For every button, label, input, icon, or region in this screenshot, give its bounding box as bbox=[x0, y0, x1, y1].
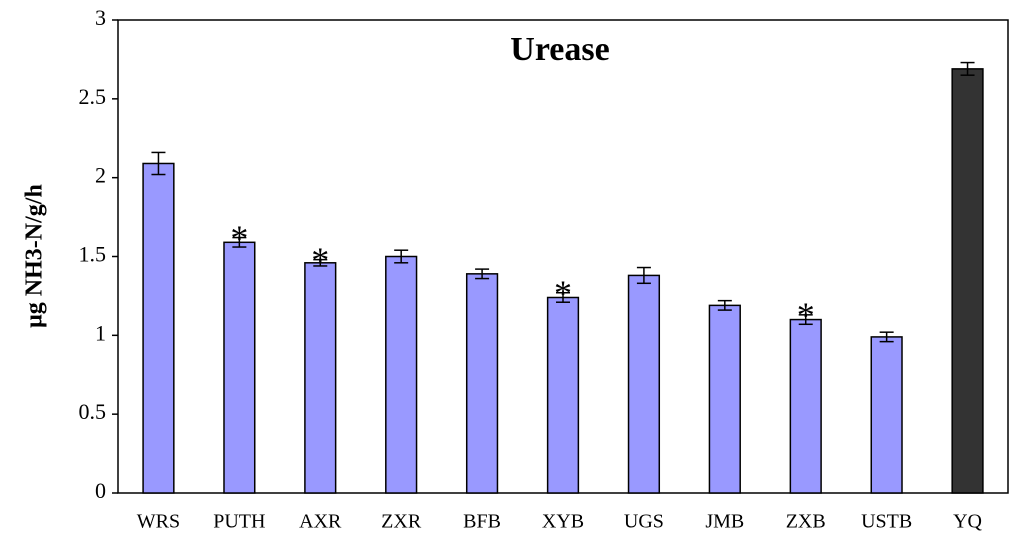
x-tick-label: JMB bbox=[705, 511, 744, 533]
x-tick-label: BFB bbox=[463, 511, 501, 533]
chart-title: Urease bbox=[510, 31, 609, 68]
x-tick-label: WRS bbox=[137, 511, 180, 533]
y-axis-label: μg NH3-N/g/h bbox=[22, 184, 48, 328]
bar bbox=[142, 162, 175, 494]
y-tick-label: 1 bbox=[95, 320, 106, 345]
x-tick-label: YQ bbox=[953, 511, 982, 533]
x-tick-label: ZXR bbox=[381, 511, 422, 533]
bar bbox=[546, 296, 580, 494]
x-tick-label: ZXB bbox=[786, 511, 826, 533]
y-tick-label: 1.5 bbox=[79, 242, 107, 267]
significance-mark: * bbox=[797, 295, 815, 335]
y-tick-label: 3 bbox=[95, 5, 106, 30]
bar bbox=[951, 68, 984, 494]
y-tick-label: 2.5 bbox=[79, 84, 107, 109]
x-tick-label: XYB bbox=[542, 511, 584, 533]
bar bbox=[465, 273, 499, 494]
bar bbox=[385, 255, 418, 494]
y-tick-label: 0.5 bbox=[79, 399, 107, 424]
bar bbox=[870, 336, 903, 494]
bar bbox=[627, 274, 661, 494]
x-tick-label: USTB bbox=[861, 511, 912, 533]
x-tick-label: UGS bbox=[624, 511, 664, 533]
y-tick-label: 0 bbox=[95, 478, 106, 503]
x-tick-label: AXR bbox=[299, 511, 342, 533]
y-tick-label: 2 bbox=[95, 163, 106, 188]
significance-mark: * bbox=[230, 218, 248, 258]
bar bbox=[304, 262, 337, 494]
significance-mark: * bbox=[554, 273, 572, 313]
bar bbox=[223, 241, 256, 494]
bar bbox=[789, 318, 822, 494]
significance-mark: * bbox=[311, 240, 329, 280]
x-tick-label: PUTH bbox=[213, 511, 265, 533]
bar bbox=[708, 304, 741, 494]
